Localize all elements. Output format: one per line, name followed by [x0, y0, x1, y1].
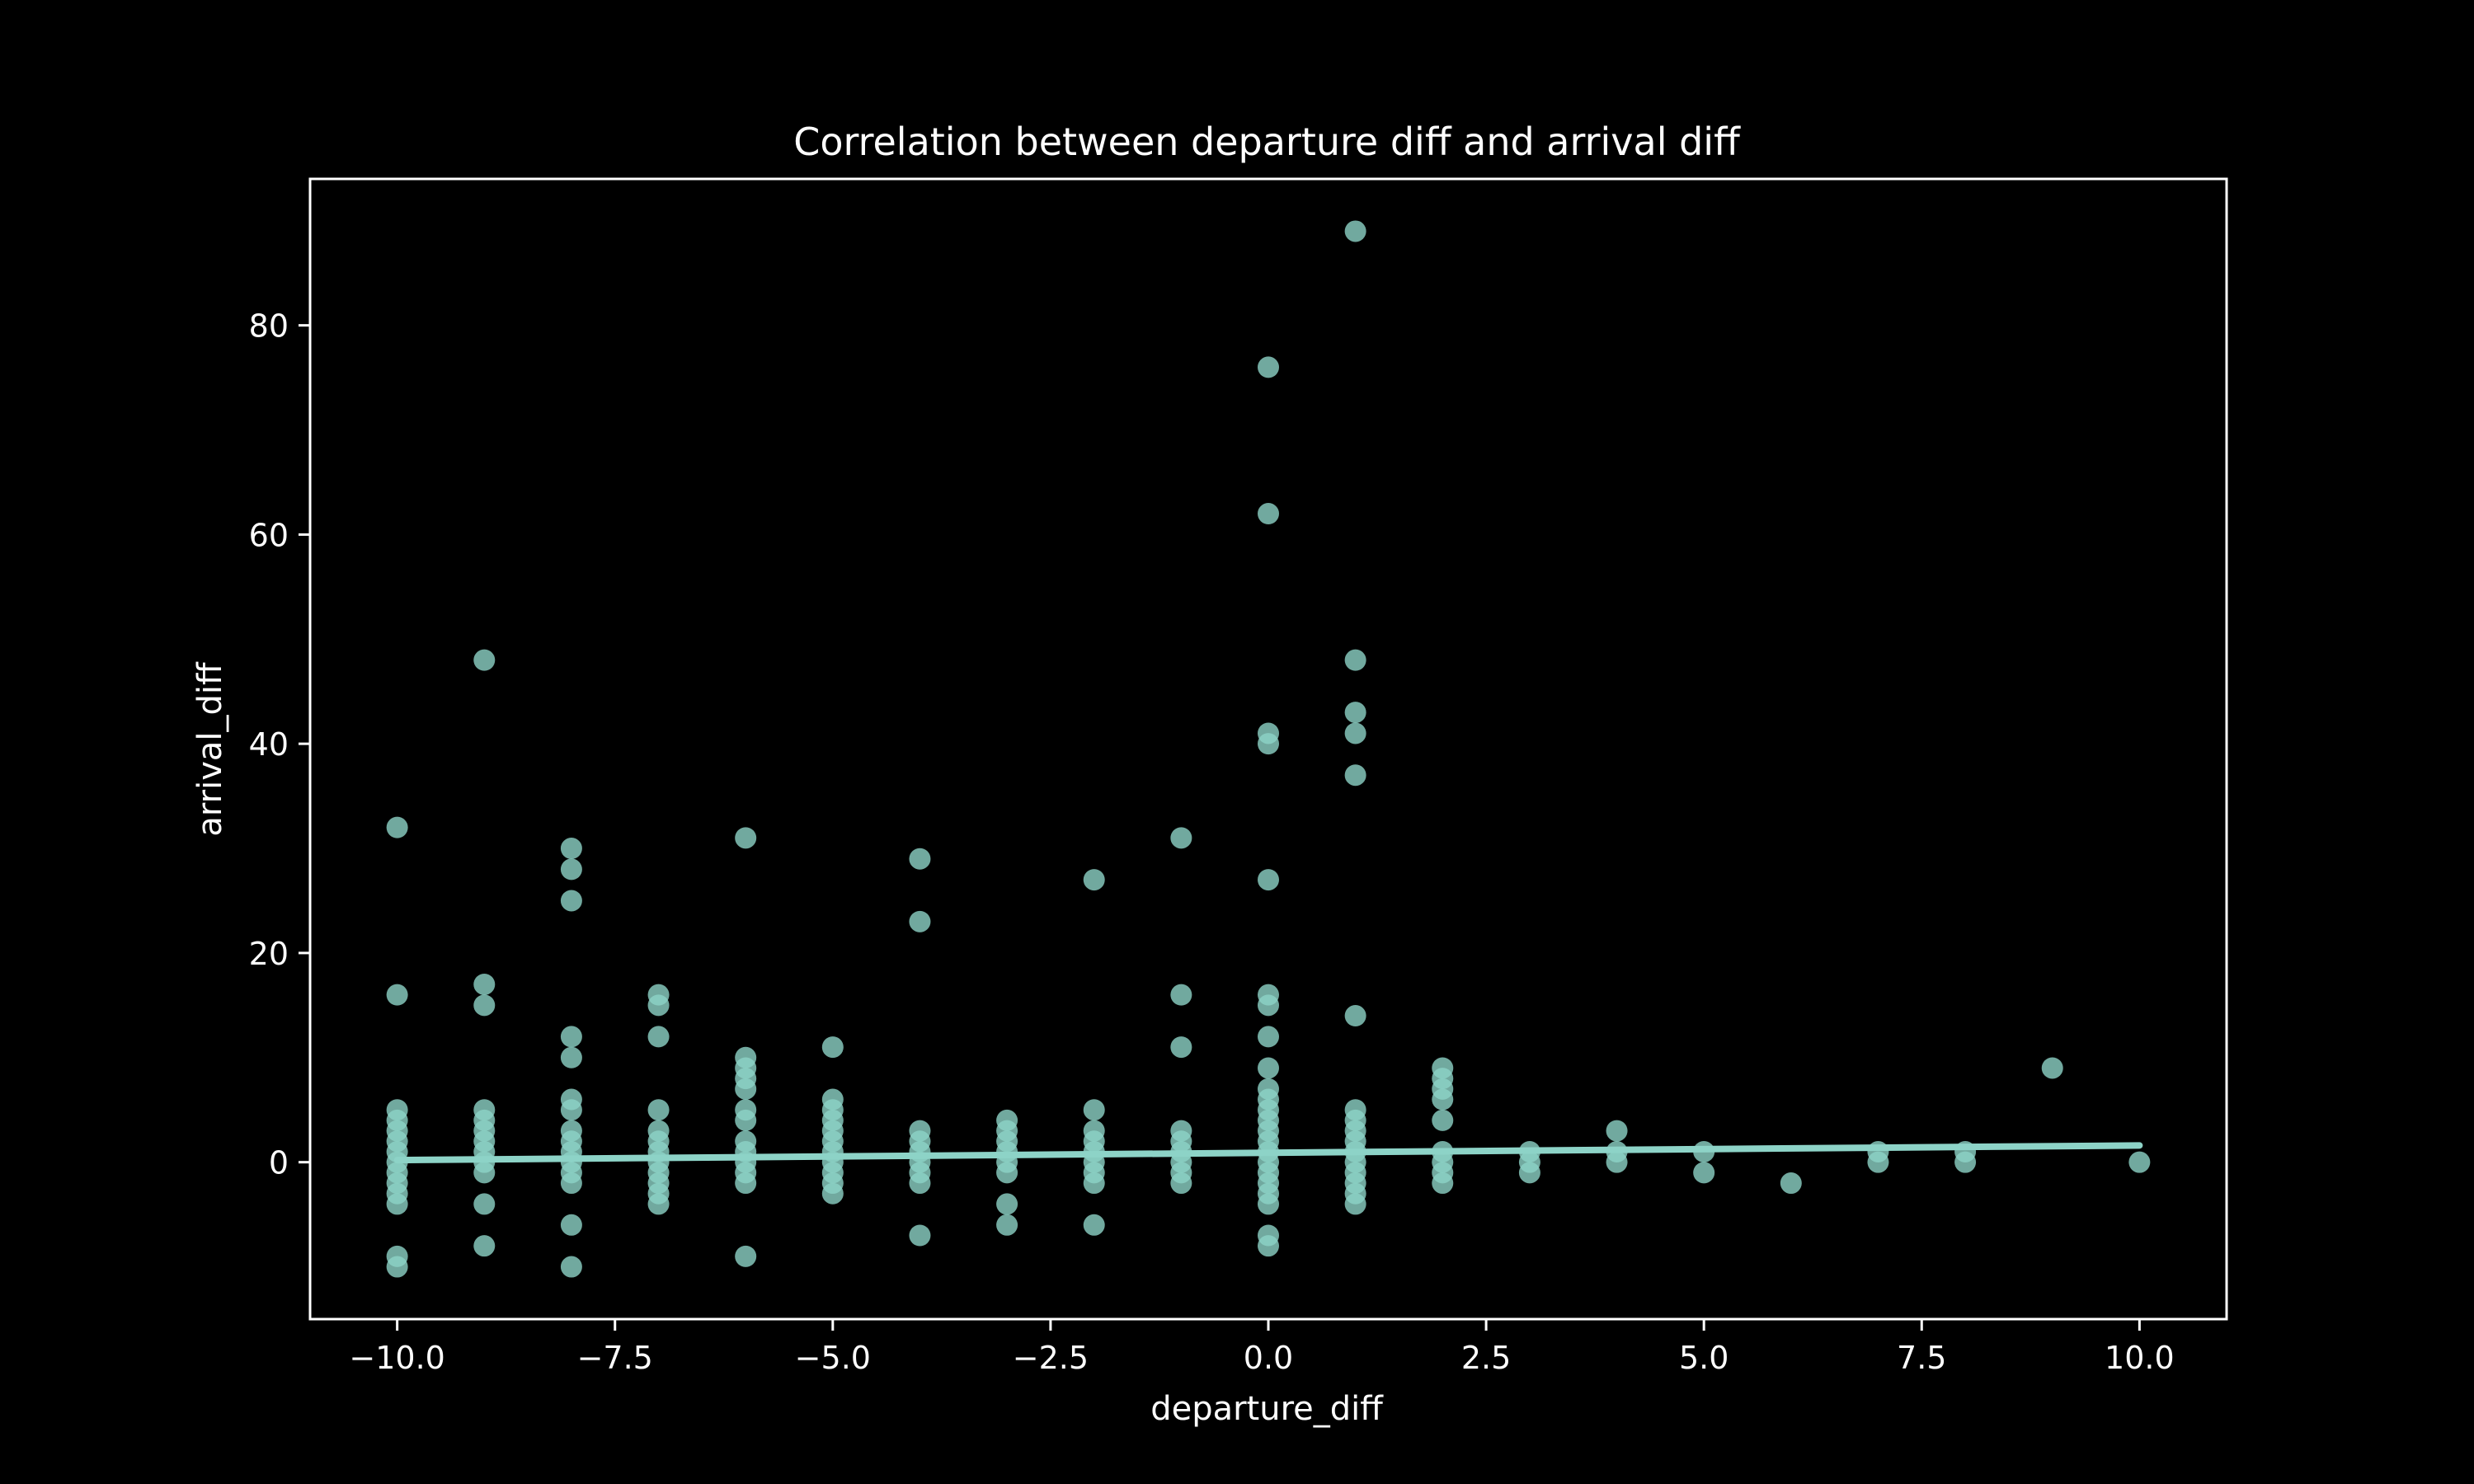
- x-tick-label: 0.0: [1244, 1340, 1293, 1376]
- chart-title: Correlation between departure diff and a…: [793, 120, 1741, 164]
- data-point: [473, 973, 496, 995]
- data-point: [735, 1078, 757, 1100]
- data-point: [1258, 1026, 1279, 1048]
- data-point: [821, 1036, 844, 1059]
- data-point: [647, 994, 670, 1017]
- x-tick-label: 2.5: [1461, 1340, 1511, 1376]
- data-point: [1258, 869, 1279, 891]
- x-tick-label: 7.5: [1897, 1340, 1946, 1376]
- data-point: [996, 1193, 1018, 1215]
- data-point: [735, 1245, 757, 1267]
- data-point: [1432, 1109, 1454, 1131]
- data-point: [560, 890, 582, 912]
- data-point: [1083, 1099, 1105, 1121]
- x-axis-label: departure_diff: [1150, 1390, 1384, 1428]
- x-tick-label: 5.0: [1679, 1340, 1729, 1376]
- y-tick-label: 60: [249, 517, 289, 553]
- data-point: [1432, 1088, 1454, 1111]
- data-point: [560, 1172, 582, 1195]
- data-point: [1606, 1120, 1628, 1142]
- data-point: [386, 1256, 408, 1278]
- data-point: [473, 649, 496, 671]
- axis-ticks: −10.0 −7.5 −5.0 −2.5 0.0 2.5 5.0 7.5 10.0 0 20 40 60…: [249, 308, 2175, 1376]
- plot-frame: [308, 177, 2228, 1321]
- data-point: [1780, 1172, 1802, 1195]
- data-point: [1083, 1214, 1105, 1236]
- data-point: [560, 1026, 582, 1048]
- data-point: [909, 910, 931, 932]
- data-point: [473, 1193, 496, 1215]
- data-point: [1954, 1151, 1977, 1173]
- data-point: [560, 838, 582, 860]
- data-point: [1344, 764, 1366, 787]
- data-point: [1344, 702, 1366, 724]
- data-point: [735, 827, 757, 849]
- data-point: [560, 858, 582, 881]
- data-point: [1606, 1151, 1628, 1173]
- data-point: [473, 1162, 496, 1184]
- data-point: [1258, 1235, 1279, 1257]
- data-point: [1344, 1193, 1366, 1215]
- data-point: [473, 1235, 496, 1257]
- data-point: [1258, 356, 1279, 378]
- data-point: [1258, 994, 1279, 1017]
- x-tick-label: −10.0: [349, 1340, 444, 1376]
- data-point: [909, 848, 931, 870]
- data-point: [1258, 1057, 1279, 1079]
- data-point: [560, 1256, 582, 1278]
- regression-line-group: [393, 1142, 2143, 1164]
- data-point: [1083, 869, 1105, 891]
- data-point: [647, 1193, 670, 1215]
- data-point: [473, 994, 496, 1017]
- data-point: [1083, 1172, 1105, 1195]
- data-point: [1170, 1172, 1192, 1195]
- data-point: [560, 1046, 582, 1068]
- data-point: [386, 1193, 408, 1215]
- data-point: [1170, 1036, 1192, 1059]
- data-point: [996, 1162, 1018, 1184]
- data-point: [386, 816, 408, 838]
- data-point: [386, 984, 408, 1006]
- data-point: [1344, 649, 1366, 671]
- y-axis-label: arrival_diff: [191, 661, 229, 837]
- data-point: [909, 1224, 931, 1247]
- data-point: [735, 1172, 757, 1195]
- x-tick-label: −7.5: [577, 1340, 653, 1376]
- x-tick-label: −5.0: [795, 1340, 871, 1376]
- data-point: [2041, 1057, 2063, 1079]
- data-point: [1170, 984, 1192, 1006]
- data-point: [909, 1172, 931, 1195]
- x-tick-label: −2.5: [1013, 1340, 1089, 1376]
- y-tick-label: 40: [249, 726, 289, 763]
- data-point: [1693, 1162, 1715, 1184]
- data-point: [1258, 733, 1279, 755]
- data-point: [821, 1182, 844, 1205]
- data-point: [996, 1214, 1018, 1236]
- data-point: [647, 1099, 670, 1121]
- data-point: [560, 1214, 582, 1236]
- regression-line: [393, 1142, 2143, 1164]
- data-point: [1170, 827, 1192, 849]
- x-tick-label: 10.0: [2105, 1340, 2175, 1376]
- data-point: [1432, 1172, 1454, 1195]
- data-point: [560, 1099, 582, 1121]
- data-point: [1344, 220, 1366, 242]
- y-tick-label: 0: [269, 1145, 289, 1181]
- y-tick-label: 80: [249, 308, 289, 345]
- data-point: [1867, 1151, 1889, 1173]
- data-point: [647, 1026, 670, 1048]
- data-point: [1344, 722, 1366, 744]
- data-point: [1344, 1005, 1366, 1027]
- data-point: [735, 1109, 757, 1131]
- y-tick-label: 20: [249, 936, 289, 972]
- data-point: [2128, 1151, 2151, 1173]
- data-point: [1258, 1193, 1279, 1215]
- data-point: [1518, 1162, 1540, 1184]
- data-point: [1258, 503, 1279, 525]
